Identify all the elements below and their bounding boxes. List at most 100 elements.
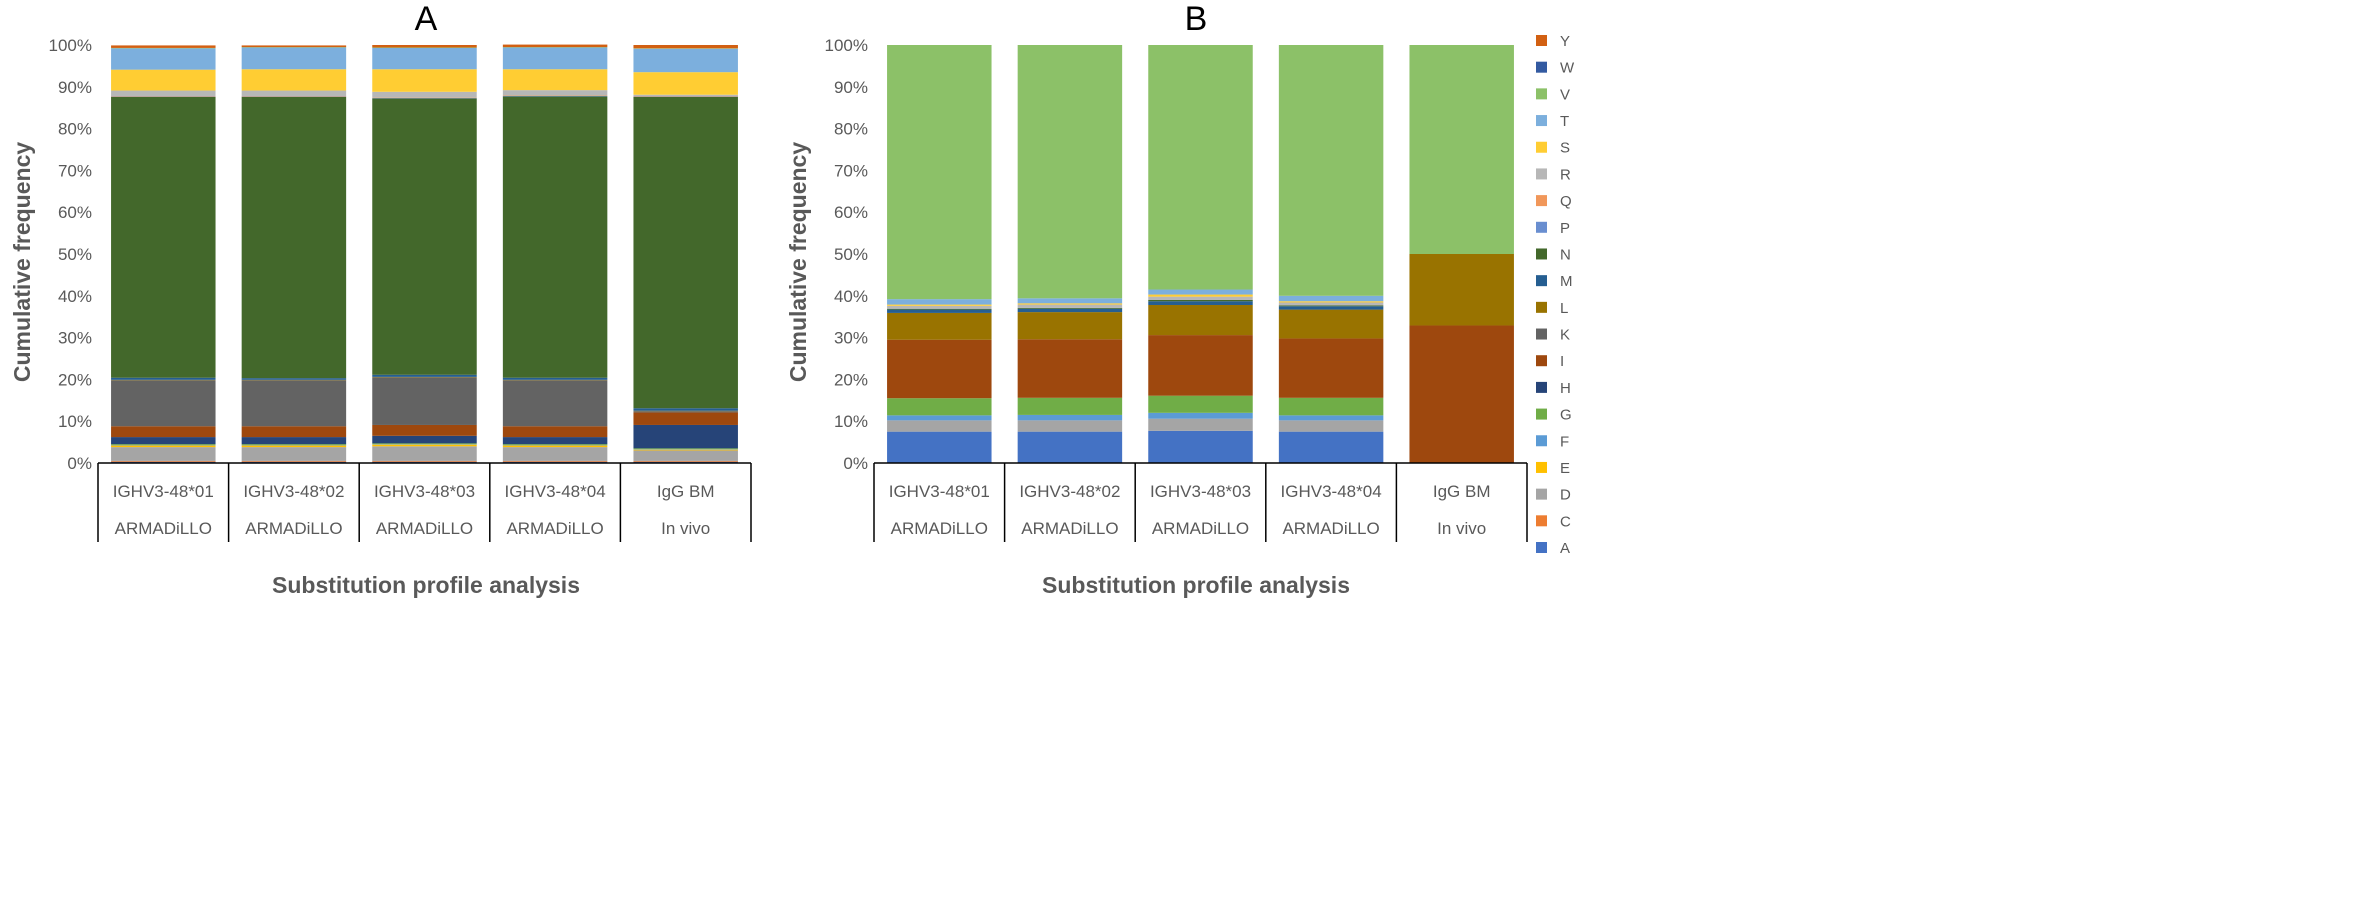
bar-segment-r: [633, 95, 737, 96]
y-tick-label: 100%: [49, 36, 92, 55]
bar-segment-a: [1018, 432, 1122, 463]
bar-segment-t: [372, 48, 476, 69]
bar-segment-i: [372, 425, 476, 436]
bar-segment-k: [633, 411, 737, 412]
bar-segment-n: [1148, 300, 1252, 301]
y-tick-label: 90%: [58, 78, 92, 97]
bar-segment-r: [111, 91, 215, 96]
bar-segment-c: [372, 461, 476, 462]
bar-segment-y: [242, 45, 346, 47]
bar-segment-i: [242, 426, 346, 437]
bar-segment-t: [1148, 290, 1252, 295]
category-label-bottom: ARMADiLLO: [891, 519, 988, 538]
bar-segment-d: [242, 447, 346, 461]
bar-segment-v: [1148, 45, 1252, 290]
bar-segment-s: [242, 69, 346, 90]
bar-segment-i: [1279, 338, 1383, 397]
legend-swatch-t: [1536, 115, 1547, 126]
legend-label: C: [1560, 513, 1571, 530]
legend-label: E: [1560, 460, 1570, 477]
bar-segment-s: [887, 305, 991, 306]
bar-segment-h: [242, 437, 346, 444]
bar-segment-t: [1279, 296, 1383, 301]
legend-swatch-y: [1536, 35, 1547, 46]
bar-segment-g: [1148, 396, 1252, 413]
bar-segment-m: [242, 378, 346, 380]
bar-segment-c: [242, 461, 346, 462]
bar-segment-h: [633, 425, 737, 448]
legend-swatch-i: [1536, 355, 1547, 366]
category-label-bottom: ARMADiLLO: [245, 519, 342, 538]
bar-segment-k: [111, 380, 215, 426]
legend-swatch-l: [1536, 302, 1547, 313]
legend-swatch-r: [1536, 168, 1547, 179]
bar-segment-m: [372, 375, 476, 377]
legend-label: N: [1560, 246, 1571, 263]
category-label-top: IGHV3-48*01: [113, 482, 214, 501]
bar-segment-g: [242, 444, 346, 445]
y-tick-label: 0%: [67, 454, 92, 473]
category-label-top: IGHV3-48*04: [505, 482, 606, 501]
bar-segment-h: [372, 436, 476, 444]
y-tick-label: 90%: [834, 78, 868, 97]
bar-segment-f: [1279, 415, 1383, 420]
bar-segment-d: [1018, 420, 1122, 431]
bar-segment-t: [633, 49, 737, 72]
category-label-bottom: ARMADiLLO: [1282, 519, 1379, 538]
legend-swatch-h: [1536, 382, 1547, 393]
category-label-top: IGHV3-48*01: [889, 482, 990, 501]
legend-label: T: [1560, 113, 1569, 130]
bar-segment-m: [633, 408, 737, 411]
bar-segment-e: [372, 445, 476, 447]
bar-segment-e: [633, 450, 737, 451]
bar-segment-r: [372, 92, 476, 98]
legend-label: S: [1560, 140, 1570, 157]
bar-segment-t: [503, 48, 607, 70]
bar-segment-e: [111, 445, 215, 447]
y-tick-label: 40%: [58, 287, 92, 306]
bar-segment-n: [1279, 305, 1383, 306]
bar-segment-d: [1279, 420, 1383, 431]
legend-label: D: [1560, 487, 1571, 504]
legend-label: L: [1560, 300, 1568, 317]
bar-segment-n: [1018, 308, 1122, 309]
y-tick-label: 100%: [825, 36, 868, 55]
legend-label: I: [1560, 353, 1564, 370]
legend-label: K: [1560, 327, 1570, 344]
bar-segment-d: [503, 447, 607, 461]
legend-label: V: [1560, 86, 1570, 103]
y-tick-label: 80%: [834, 120, 868, 139]
bar-segment-n: [372, 99, 476, 375]
bar-segment-t: [111, 48, 215, 69]
panel-b: B0%10%20%30%40%50%60%70%80%90%100%Cumula…: [785, 0, 1575, 598]
bar-segment-s: [111, 70, 215, 91]
x-axis-label: Substitution profile analysis: [1042, 572, 1350, 598]
y-tick-label: 10%: [834, 412, 868, 431]
bar-segment-n: [887, 309, 991, 310]
y-tick-label: 20%: [58, 370, 92, 389]
category-label-top: IGHV3-48*02: [1019, 482, 1120, 501]
legend-swatch-v: [1536, 88, 1547, 99]
bar-segment-s: [633, 72, 737, 95]
category-label-top: IGHV3-48*04: [1281, 482, 1382, 501]
bar-segment-m: [503, 378, 607, 380]
legend-label: H: [1560, 380, 1571, 397]
y-axis-label: Cumulative frequency: [9, 142, 35, 382]
bar-segment-k: [372, 377, 476, 425]
bar-segment-v: [1409, 45, 1513, 254]
bar-segment-m: [1279, 306, 1383, 309]
bar-segment-m: [1148, 301, 1252, 305]
bar-segment-g: [887, 398, 991, 415]
y-tick-label: 70%: [58, 161, 92, 180]
bar-segment-i: [887, 340, 991, 399]
y-tick-label: 20%: [834, 370, 868, 389]
legend-swatch-e: [1536, 462, 1547, 473]
category-label-top: IgG BM: [1433, 482, 1491, 501]
bar-segment-n: [242, 97, 346, 378]
legend-label: W: [1560, 60, 1575, 77]
legend-swatch-n: [1536, 248, 1547, 259]
legend-swatch-g: [1536, 409, 1547, 420]
bar-segment-i: [111, 426, 215, 437]
legend-swatch-s: [1536, 142, 1547, 153]
